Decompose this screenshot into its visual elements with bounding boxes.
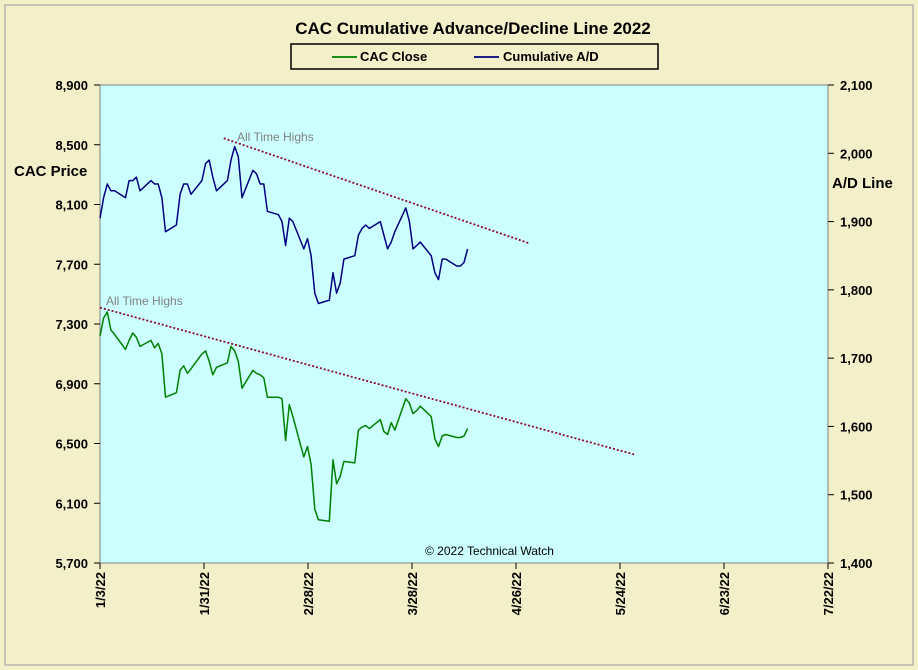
left-tick-label: 7,700 xyxy=(55,257,88,272)
chart-title: CAC Cumulative Advance/Decline Line 2022 xyxy=(295,19,651,38)
left-tick-label: 5,700 xyxy=(55,556,88,571)
copyright-note: © 2022 Technical Watch xyxy=(425,544,554,558)
x-tick-label: 1/3/22 xyxy=(93,572,108,608)
x-tick-label: 6/23/22 xyxy=(717,572,732,615)
right-axis: 2,100 2,000 1,900 1,800 1,700 1,600 1,500 1,400 xyxy=(828,78,873,571)
trendlines xyxy=(99,137,636,456)
right-axis-label: A/D Line xyxy=(832,175,893,192)
left-tick-label: 8,100 xyxy=(55,198,88,213)
right-tick-label: 1,800 xyxy=(840,283,873,298)
legend-label-cac: CAC Close xyxy=(360,49,427,64)
x-tick-label: 4/26/22 xyxy=(509,572,524,615)
trendline-right xyxy=(223,137,530,245)
left-tick-label: 8,500 xyxy=(55,138,88,153)
legend-label-ad: Cumulative A/D xyxy=(503,49,599,64)
annotation-ath-upper: All Time Highs xyxy=(237,130,314,144)
right-tick-label: 1,400 xyxy=(840,556,873,571)
left-axis-label: CAC Price xyxy=(14,163,87,180)
series-line-cac-close xyxy=(99,311,469,522)
plot-area xyxy=(99,84,829,564)
right-tick-label: 1,600 xyxy=(840,419,873,434)
x-tick-label: 2/28/22 xyxy=(301,572,316,615)
left-tick-label: 6,500 xyxy=(55,437,88,452)
left-tick-label: 6,900 xyxy=(55,377,88,392)
right-tick-label: 2,100 xyxy=(840,78,873,93)
annotation-ath-lower: All Time Highs xyxy=(106,294,183,308)
x-tick-label: 7/22/22 xyxy=(821,572,836,615)
series-line-cumulative-ad xyxy=(99,145,469,305)
right-tick-label: 1,500 xyxy=(840,488,873,503)
trendline-left xyxy=(99,306,636,456)
x-axis: 1/3/22 1/31/22 2/28/22 3/28/22 4/26/22 5/24/2… xyxy=(93,563,836,615)
right-tick-label: 1,900 xyxy=(840,215,873,230)
left-tick-label: 6,100 xyxy=(55,496,88,511)
x-tick-label: 5/24/22 xyxy=(613,572,628,615)
legend: CAC Close Cumulative A/D xyxy=(290,43,659,70)
x-tick-label: 3/28/22 xyxy=(405,572,420,615)
x-tick-label: 1/31/22 xyxy=(197,572,212,615)
left-axis: 8,900 8,500 8,100 7,700 7,300 6,900 6,500 6,100… xyxy=(55,78,100,571)
left-tick-label: 7,300 xyxy=(55,317,88,332)
series xyxy=(99,145,469,522)
right-tick-label: 2,000 xyxy=(840,146,873,161)
left-tick-label: 8,900 xyxy=(55,78,88,93)
right-tick-label: 1,700 xyxy=(840,351,873,366)
